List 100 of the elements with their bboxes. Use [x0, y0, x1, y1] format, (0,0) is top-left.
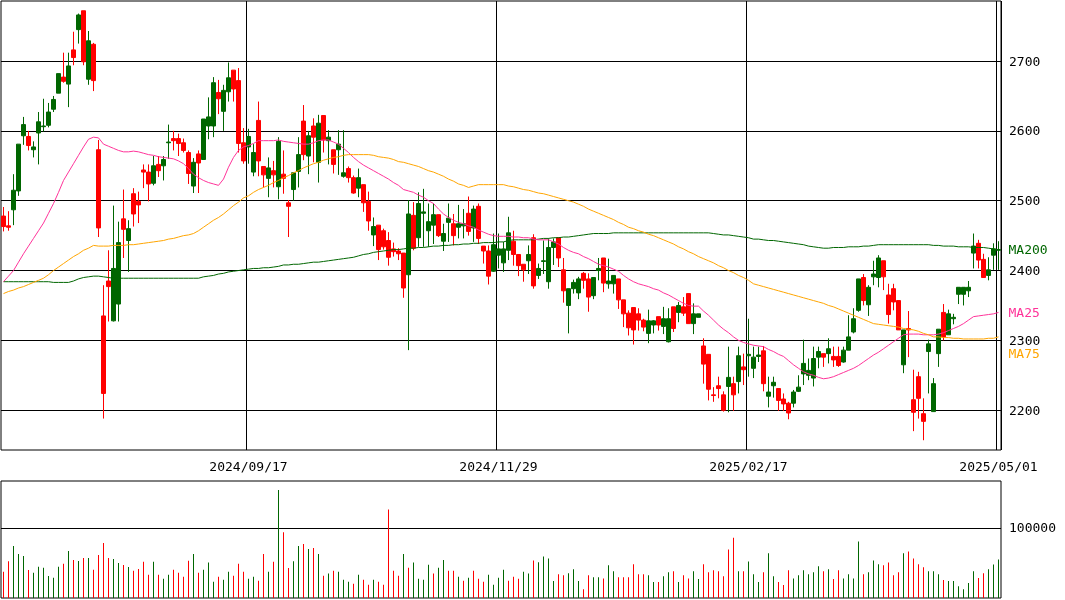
candlestick — [986, 256, 991, 281]
candlestick — [556, 237, 561, 268]
candlestick — [291, 172, 296, 202]
candlestick — [711, 386, 716, 403]
series-label: MA75 — [1008, 345, 1040, 361]
y-tick-label: 2700 — [1009, 53, 1041, 69]
candlestick — [731, 376, 736, 412]
candlestick — [286, 199, 291, 238]
candlestick — [336, 129, 341, 176]
candlestick — [716, 376, 721, 399]
candlestick — [96, 139, 101, 238]
candlestick — [926, 339, 931, 394]
candlestick — [816, 346, 821, 369]
x-tick-label: 2024/09/17 — [209, 459, 288, 474]
line-series — [3, 136, 999, 380]
y-tick-label: 100000 — [1009, 520, 1056, 536]
candlestick — [476, 203, 481, 245]
y-tick-label: 2300 — [1009, 332, 1041, 348]
candlestick — [741, 353, 746, 386]
candlestick — [26, 130, 31, 151]
candlestick — [371, 216, 376, 247]
candlestick — [276, 136, 281, 200]
candlestick — [411, 201, 416, 251]
candlestick — [656, 316, 661, 332]
candlestick — [931, 377, 936, 413]
candlestick — [941, 303, 946, 341]
candlestick — [446, 203, 451, 243]
candlestick — [121, 189, 126, 259]
candlestick — [916, 371, 921, 420]
candlestick — [561, 257, 566, 304]
x-tick-label: 2025/05/01 — [959, 459, 1038, 474]
candlestick — [821, 353, 826, 368]
candlestick — [106, 249, 111, 323]
candlestick — [66, 52, 71, 108]
candlestick — [196, 149, 201, 194]
y-tick-label: 2400 — [1009, 263, 1041, 279]
candlestick — [341, 129, 346, 179]
candlestick — [61, 52, 66, 84]
candlestick — [771, 376, 776, 399]
candlestick — [316, 114, 321, 184]
candlestick — [671, 306, 676, 333]
candlestick — [591, 277, 596, 300]
candlestick — [216, 79, 221, 115]
candlestick — [531, 233, 536, 290]
candlestick — [126, 219, 131, 273]
y-tick-label: 2500 — [1009, 193, 1041, 209]
candlestick — [301, 104, 306, 161]
candlestick — [166, 124, 171, 160]
candlestick — [91, 42, 96, 92]
candlestick — [356, 168, 361, 198]
series-label: MA25 — [1008, 304, 1040, 320]
candlestick — [436, 214, 441, 238]
candlestick — [736, 346, 741, 394]
candlestick — [186, 149, 191, 185]
line-series — [3, 154, 999, 340]
candlestick — [321, 115, 326, 154]
candlestick — [761, 345, 766, 392]
candlestick — [746, 318, 751, 378]
candlestick — [826, 337, 831, 364]
series-label: MA200 — [1008, 242, 1048, 258]
candlestick — [311, 117, 316, 163]
candlestick — [866, 284, 871, 317]
y-tick-label: 2200 — [1009, 402, 1041, 418]
candlestick — [466, 196, 471, 237]
candlestick — [191, 157, 196, 194]
x-tick-label: 2024/11/29 — [459, 459, 538, 474]
candlestick — [881, 260, 886, 291]
candlestick — [766, 376, 771, 408]
candlestick — [921, 397, 926, 441]
candlestick — [71, 31, 76, 66]
candlestick — [536, 263, 541, 280]
candlestick — [246, 128, 251, 165]
candlestick — [676, 301, 681, 323]
candlestick — [256, 101, 261, 177]
candlestick — [296, 136, 301, 188]
candlestick — [851, 307, 856, 334]
candlestick — [81, 10, 86, 66]
candlestick — [161, 155, 166, 181]
candlestick — [56, 73, 61, 94]
candlestick — [76, 13, 81, 45]
candlestick — [86, 30, 91, 86]
candlestick — [251, 143, 256, 177]
candlestick — [101, 284, 106, 420]
candlestick — [906, 310, 911, 358]
candlestick — [261, 165, 266, 188]
candlestick — [726, 346, 731, 413]
candlestick — [271, 160, 276, 188]
candlestick — [596, 257, 601, 281]
candlestick — [601, 257, 606, 293]
candlestick — [526, 244, 531, 275]
candlestick — [861, 273, 866, 306]
candlestick — [721, 390, 726, 413]
candlestick — [151, 155, 156, 186]
candlestick — [21, 116, 26, 146]
candlestick — [451, 213, 456, 246]
candlestick — [266, 156, 271, 198]
x-tick-label: 2025/02/17 — [709, 459, 788, 474]
candlestick — [901, 329, 906, 374]
candlestick — [156, 155, 161, 178]
candlestick — [331, 149, 336, 174]
